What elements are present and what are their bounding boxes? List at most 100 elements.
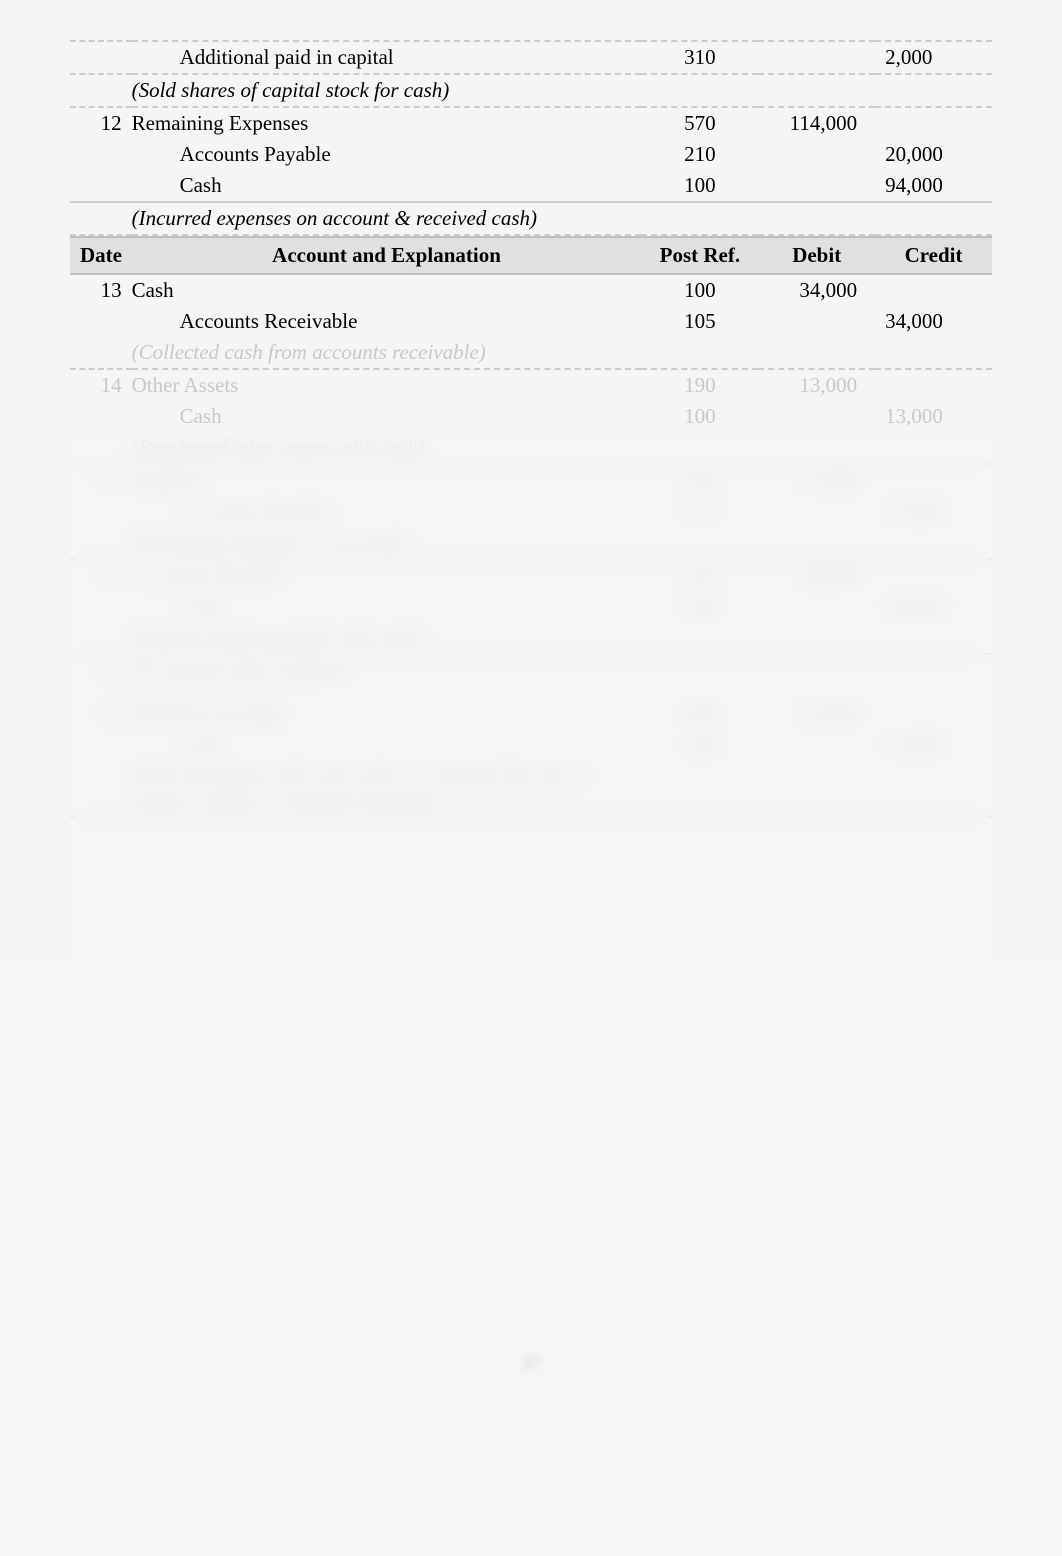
page-number: 37 (0, 1353, 1062, 1376)
debit-cell (758, 432, 875, 464)
journal-row: (Purchased other assets with cash) (70, 432, 992, 464)
credit-cell: 15,000 (875, 729, 992, 760)
journal-row: (Paid dividends with cash which is charg… (70, 760, 992, 817)
date-cell (70, 170, 132, 202)
post-ref-cell: 210 (641, 560, 758, 591)
journal-row: Accounts Receivable10534,000 (70, 306, 992, 337)
account-cell: Cash (132, 729, 642, 760)
debit-cell (758, 42, 875, 74)
date-cell: 17 (70, 655, 132, 686)
credit-cell (875, 203, 992, 235)
date-cell (70, 203, 132, 235)
journal-row: 16Accounts Payable21036,000 (70, 560, 992, 591)
date-cell (70, 591, 132, 622)
journal-row: (Paid accounts payable with cash) (70, 622, 992, 654)
debit-cell: 114,000 (758, 108, 875, 139)
post-ref-cell: 310 (641, 42, 758, 74)
journal-row: (Collected cash from accounts receivable… (70, 337, 992, 369)
debit-cell (758, 170, 875, 202)
debit-cell (758, 622, 875, 654)
account-cell: (Incurred expenses on account & received… (132, 203, 642, 235)
credit-cell: 13,000 (875, 401, 992, 432)
journal-row: Cash10036,000 (70, 591, 992, 622)
journal-row: Cash10013,000 (70, 401, 992, 432)
credit-cell (875, 760, 992, 817)
account-cell: (Purchased other assets with cash) (132, 432, 642, 464)
date-cell (70, 622, 132, 654)
date-cell: 18 (70, 698, 132, 729)
date-cell: 15 (70, 465, 132, 496)
journal-row: (Purchased supplies on account) (70, 527, 992, 559)
account-cell: Cash (132, 401, 642, 432)
journal-row: 17No journal entry required (70, 655, 992, 686)
date-cell: 13 (70, 274, 132, 306)
credit-cell: 20,000 (875, 139, 992, 170)
post-ref-cell: 100 (641, 170, 758, 202)
credit-cell (875, 370, 992, 401)
credit-cell: 2,000 (875, 42, 992, 74)
credit-cell: 36,000 (875, 591, 992, 622)
date-cell: 16 (70, 560, 132, 591)
journal-row: Additional paid in capital310 2,000 (70, 42, 992, 74)
date-cell (70, 496, 132, 527)
post-ref-cell (641, 622, 758, 654)
date-cell: 12 (70, 108, 132, 139)
account-cell: Additional paid in capital (132, 42, 642, 74)
debit-cell (758, 760, 875, 817)
credit-cell (875, 108, 992, 139)
date-cell (70, 42, 132, 74)
post-ref-cell: 570 (641, 108, 758, 139)
journal-row: (Incurred expenses on account & received… (70, 203, 992, 235)
credit-cell (875, 274, 992, 306)
post-ref-cell (641, 203, 758, 235)
post-ref-cell: 100 (641, 274, 758, 306)
separator-row (70, 817, 992, 818)
credit-cell (875, 698, 992, 729)
post-ref-cell: 210 (641, 496, 758, 527)
debit-cell (758, 306, 875, 337)
column-header-row: DateAccount and ExplanationPost Ref.Debi… (70, 237, 992, 274)
journal-row: 12Remaining Expenses570114,000 (70, 108, 992, 139)
post-ref-cell: 190 (641, 370, 758, 401)
post-ref-cell: 105 (641, 306, 758, 337)
header-debit: Debit (758, 237, 875, 274)
post-ref-cell (641, 432, 758, 464)
journal-row: Accounts Payable21020,000 (70, 139, 992, 170)
credit-cell (875, 655, 992, 686)
debit-cell: 37,000 (758, 465, 875, 496)
debit-cell (758, 655, 875, 686)
post-ref-cell (641, 760, 758, 817)
credit-cell (875, 432, 992, 464)
account-cell: Supplies (132, 465, 642, 496)
account-cell: Cash (132, 274, 642, 306)
post-ref-cell (641, 527, 758, 559)
credit-cell (875, 527, 992, 559)
credit-cell: 94,000 (875, 170, 992, 202)
account-cell: Accounts Receivable (132, 306, 642, 337)
header-ref: Post Ref. (641, 237, 758, 274)
account-cell: No journal entry required (132, 655, 642, 686)
debit-cell: 15,000 (758, 698, 875, 729)
debit-cell (758, 496, 875, 527)
account-cell: (Collected cash from accounts receivable… (132, 337, 642, 369)
header-date: Date (70, 237, 132, 274)
account-cell: Other Assets (132, 370, 642, 401)
post-ref-cell: 340 (641, 698, 758, 729)
journal-row: Accounts Payable21037,000 (70, 496, 992, 527)
post-ref-cell: 100 (641, 591, 758, 622)
header-acct: Account and Explanation (132, 237, 642, 274)
header-credit: Credit (875, 237, 992, 274)
date-cell (70, 432, 132, 464)
blurred-preview-overlay-2 (0, 960, 1062, 1556)
account-cell: Cash (132, 170, 642, 202)
date-cell (70, 337, 132, 369)
date-cell (70, 760, 132, 817)
debit-cell (758, 401, 875, 432)
date-cell (70, 527, 132, 559)
debit-cell (758, 139, 875, 170)
journal-row: 18Retained earnings34015,000 (70, 698, 992, 729)
post-ref-cell: 140 (641, 465, 758, 496)
credit-cell: 37,000 (875, 496, 992, 527)
date-cell (70, 306, 132, 337)
post-ref-cell: 100 (641, 729, 758, 760)
